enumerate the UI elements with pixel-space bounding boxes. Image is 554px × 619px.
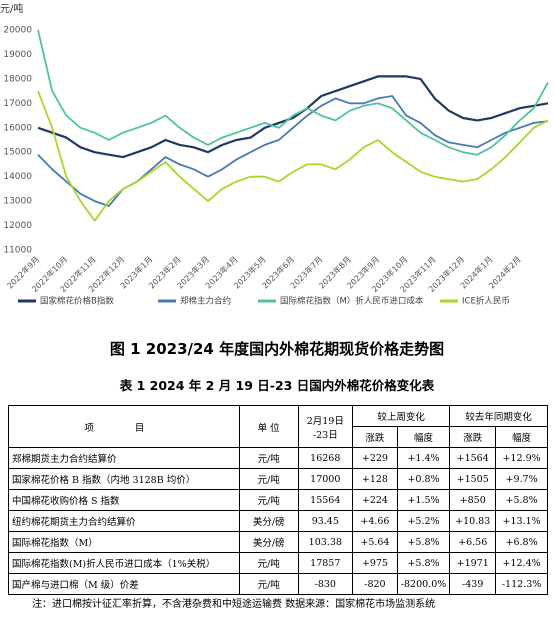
table-cell: 国产棉与进口棉（M 级）价差 — [8, 573, 240, 595]
table-cell: 国际棉花指数(M)折人民币进口成本（1%关税） — [8, 552, 240, 574]
y-tick-label: 14000 — [3, 172, 32, 182]
table-cell: +850 — [449, 489, 497, 511]
table-cell: -439 — [449, 573, 497, 595]
table-cell: 元/吨 — [238, 573, 299, 595]
table-cell: 国家棉花价格 B 指数（内地 3128B 均价） — [8, 468, 240, 490]
legend-label: ICE折人民币 — [462, 296, 510, 307]
table-cell: 郑棉期货主力合约结算价 — [8, 447, 240, 469]
table-cell: 93.45 — [297, 510, 354, 532]
table-row: 国产棉与进口棉（M 级）价差 元/吨 -830 -820 -8200.0% -439 -11… — [8, 573, 548, 595]
table-cell: 元/吨 — [238, 447, 299, 469]
header-date-line: 2月19日 — [306, 415, 344, 427]
header-change: 涨跌 — [352, 426, 398, 448]
header-week: 较上周变化 — [352, 405, 451, 427]
table-cell: +1971 — [449, 552, 497, 574]
table-cell: +5.64 — [352, 531, 398, 553]
table-row: 国际棉花指数(M)折人民币进口成本（1%关税） 元/吨 17857 +975 +5.8%… — [8, 552, 548, 574]
table-cell: 17857 — [297, 552, 354, 574]
y-tick-label: 16000 — [3, 123, 32, 133]
table-cell: -820 — [352, 573, 398, 595]
table-cell: 美分/磅 — [238, 531, 299, 553]
table-cell: +1564 — [449, 447, 497, 469]
figure-caption: 图 1 2023/24 年度国内外棉花期现货价格走势图 — [109, 340, 445, 358]
header-date-line: -23日 — [312, 429, 338, 441]
table-cell: 103.38 — [297, 531, 354, 553]
table-cell: +5.8% — [396, 552, 451, 574]
table-row: 郑棉期货主力合约结算价 元/吨 16268 +229 +1.4% +1564 +12.9% — [8, 447, 548, 469]
table-cell: 16268 — [297, 447, 354, 469]
table-cell: +6.8% — [495, 531, 548, 553]
table-cell: 美分/磅 — [238, 510, 299, 532]
table-cell: 15564 — [297, 489, 354, 511]
chart: 元/吨 11000 12000 13000 14000 15000 16000 17000 1… — [0, 2, 549, 307]
header-rate: 幅度 — [396, 426, 451, 448]
table-cell: +10.83 — [449, 510, 497, 532]
table-cell: 中国棉花收购价格 S 指数 — [8, 489, 240, 511]
table-cell: +6.56 — [449, 531, 497, 553]
table-cell: -8200.0% — [396, 573, 451, 595]
table-row: 纽约棉花期货主力合约结算价 美分/磅 93.45 +4.66 +5.2% +10.83 +1… — [8, 510, 548, 532]
table-row: 国际棉花指数（M） 美分/磅 103.38 +5.64 +5.8% +6.56 +6.8% — [8, 531, 548, 553]
series-line — [37, 95, 549, 207]
legend-label: 国际棉花指数（M）折人民币进口成本 — [280, 296, 424, 307]
y-tick-label: 12000 — [3, 221, 32, 231]
header-date: 2月19日 -23日 — [297, 405, 354, 448]
header-item: 项 目 — [8, 405, 240, 448]
legend-label: 国家棉花价格B指数 — [40, 296, 114, 307]
table-cell: +0.8% — [396, 468, 451, 490]
table-cell: +975 — [352, 552, 398, 574]
table-cell: -112.3% — [495, 573, 548, 595]
header-year: 较去年同期变化 — [449, 405, 548, 427]
table-cell: +13.1% — [495, 510, 548, 532]
table-body: 郑棉期货主力合约结算价 元/吨 16268 +229 +1.4% +1564 +12.9% 国… — [8, 447, 548, 595]
y-tick-label: 19000 — [3, 50, 32, 60]
y-tick-label: 15000 — [3, 148, 32, 158]
series-line — [37, 29, 549, 156]
table-cell: +229 — [352, 447, 398, 469]
series-line — [37, 90, 549, 222]
table-title: 表 1 2024 年 2 月 19 日-23 日国内外棉花价格变化表 — [119, 378, 435, 393]
table-cell: 元/吨 — [238, 489, 299, 511]
table-cell: +224 — [352, 489, 398, 511]
table-cell: 17000 — [297, 468, 354, 490]
header-rate: 幅度 — [495, 426, 548, 448]
price-table: 项 目 单 位 2月19日 -23日 较上周变化 较去年同期变化 涨跌 幅度 涨跌幅… — [8, 405, 548, 595]
table-cell: +12.4% — [495, 552, 548, 574]
table-cell: +128 — [352, 468, 398, 490]
table-cell: +5.8% — [495, 489, 548, 511]
table-cell: +5.8% — [396, 531, 451, 553]
y-tick-label: 17000 — [3, 99, 32, 109]
y-tick-label: 11000 — [3, 246, 32, 256]
legend-label: 郑棉主力合约 — [180, 296, 231, 307]
y-tick-label: 13000 — [3, 197, 32, 207]
table-cell: +1505 — [449, 468, 497, 490]
table-cell: +9.7% — [495, 468, 548, 490]
y-tick-label: 20000 — [3, 26, 32, 36]
table-cell: 元/吨 — [238, 468, 299, 490]
header-change: 涨跌 — [449, 426, 497, 448]
table-cell: +5.2% — [396, 510, 451, 532]
table-cell: 元/吨 — [238, 552, 299, 574]
table-cell: +12.9% — [495, 447, 548, 469]
table-cell: +1.4% — [396, 447, 451, 469]
table-row: 中国棉花收购价格 S 指数 元/吨 15564 +224 +1.5% +850 +5.8% — [8, 489, 548, 511]
series-line — [37, 75, 549, 159]
y-axis-label: 元/吨 — [0, 2, 23, 15]
table-cell: -830 — [297, 573, 354, 595]
table-cell: 纽约棉花期货主力合约结算价 — [8, 510, 240, 532]
note: 注：进口棉按计征汇率折算，不含港杂费和中短途运输费 数据来源：国家棉花市场监测系… — [32, 599, 436, 610]
table-row: 国家棉花价格 B 指数（内地 3128B 均价） 元/吨 17000 +128 +0.8… — [8, 468, 548, 490]
y-tick-label: 18000 — [3, 74, 32, 84]
table-cell: +4.66 — [352, 510, 398, 532]
table-cell: +1.5% — [396, 489, 451, 511]
table-cell: 国际棉花指数（M） — [8, 531, 240, 553]
header-unit: 单 位 — [238, 405, 299, 448]
